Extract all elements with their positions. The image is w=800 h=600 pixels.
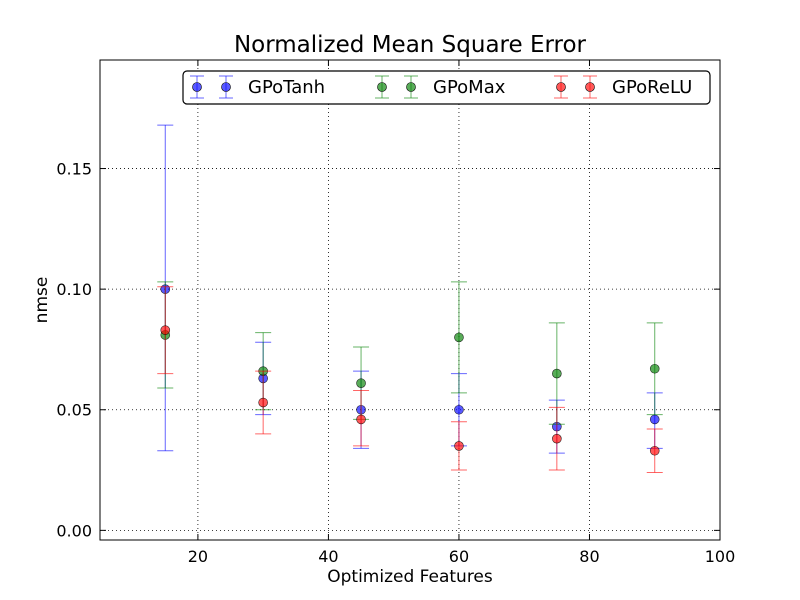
legend-marker: [556, 82, 566, 92]
x-tick-label: 40: [318, 547, 338, 566]
data-point: [258, 397, 268, 408]
y-tick-label: 0.10: [56, 280, 92, 299]
legend-label: GPoTanh: [248, 77, 325, 98]
x-tick-label: 80: [579, 547, 599, 566]
legend-marker: [406, 82, 416, 92]
y-axis-title: nmse: [32, 277, 52, 324]
legend-box: [182, 70, 711, 105]
legend-entry-gpotanh: GPoTanh: [190, 75, 325, 99]
data-point: [160, 325, 171, 335]
data-point: [454, 332, 464, 343]
legend: GPoTanh GPoMax GPoReLU: [182, 70, 711, 105]
x-tick-label: 20: [188, 547, 208, 566]
y-tick-label: 0.15: [56, 160, 92, 179]
data-point: [356, 414, 366, 425]
legend-marker: [377, 82, 387, 92]
chart-title: Normalized Mean Square Error: [234, 32, 587, 58]
series-gporelu: [157, 286, 663, 473]
data-point: [649, 414, 660, 425]
legend-entry-gpomax: GPoMax: [375, 75, 506, 99]
legend-marker: [221, 82, 231, 92]
data-point: [552, 433, 562, 444]
x-tick-label: 60: [449, 547, 469, 566]
legend-label: GPoReLU: [612, 77, 692, 98]
x-tick-label: 100: [705, 547, 736, 566]
x-axis-title: Optimized Features: [327, 567, 493, 587]
plot-frame: [99, 59, 721, 541]
legend-entry-gporelu: GPoReLU: [554, 75, 692, 99]
legend-marker: [585, 82, 595, 92]
legend-label: GPoMax: [433, 77, 506, 98]
y-tick-label: 0.00: [56, 521, 92, 540]
tick-layer: 20 40 60 80 100 0.00 0.05 0.10 0.15: [56, 60, 735, 566]
data-point: [649, 363, 660, 374]
legend-marker: [192, 82, 202, 92]
y-tick-label: 0.05: [56, 401, 92, 420]
data-point: [356, 378, 366, 389]
data-point: [552, 368, 562, 379]
data-point: [649, 445, 660, 456]
series-layer: [157, 124, 663, 473]
data-point: [454, 404, 464, 415]
data-point: [454, 441, 464, 451]
